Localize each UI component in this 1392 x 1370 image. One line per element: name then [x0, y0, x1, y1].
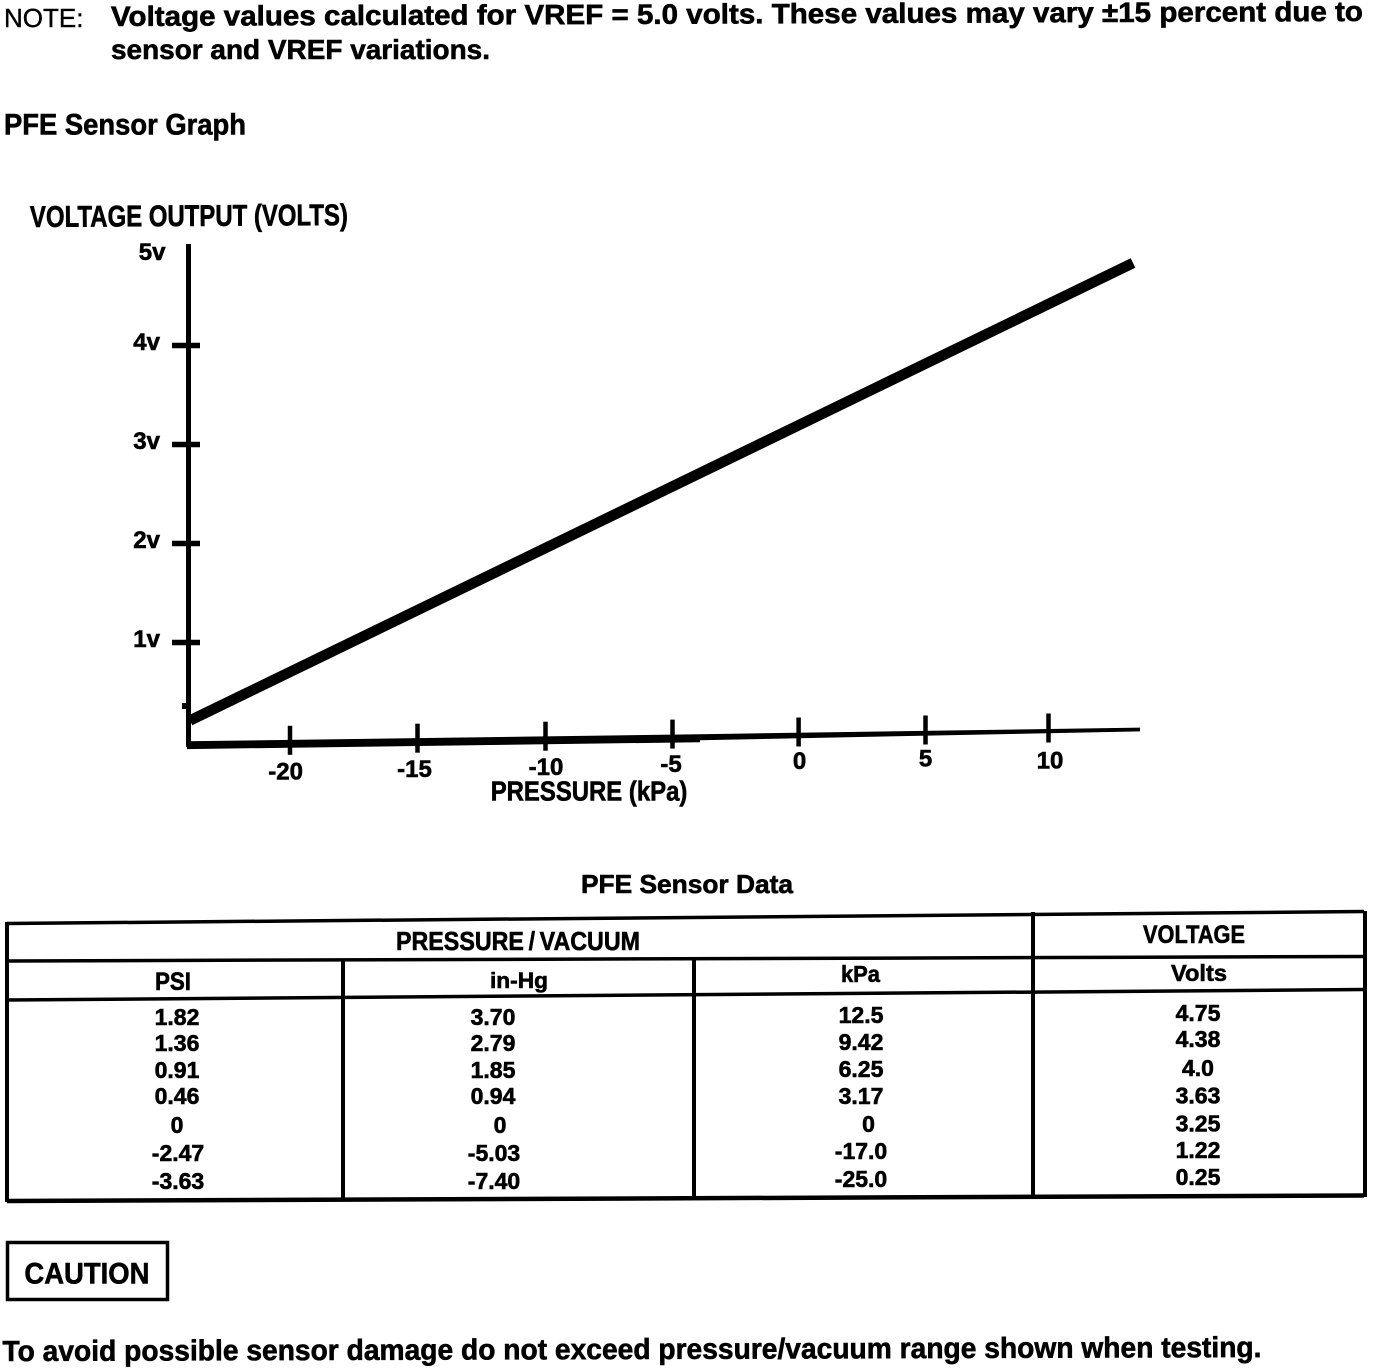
svg-text:-10: -10: [529, 754, 564, 781]
svg-text:Volts: Volts: [1171, 960, 1227, 986]
svg-text:-20: -20: [268, 759, 303, 786]
svg-text:0: 0: [862, 1111, 875, 1137]
svg-text:-3.63: -3.63: [152, 1168, 204, 1194]
svg-text:3.70: 3.70: [471, 1004, 516, 1030]
svg-text:4v: 4v: [133, 329, 160, 356]
svg-text:PRESSURE / VACUUM: PRESSURE / VACUUM: [396, 926, 640, 956]
svg-text:-15: -15: [397, 756, 432, 783]
svg-text:0.25: 0.25: [1176, 1164, 1221, 1190]
svg-text:CAUTION: CAUTION: [24, 1258, 149, 1291]
svg-text:-2.47: -2.47: [152, 1140, 204, 1166]
svg-text:PRESSURE (kPa): PRESSURE (kPa): [491, 776, 688, 807]
svg-text:-17.0: -17.0: [835, 1138, 887, 1164]
svg-text:3.63: 3.63: [1176, 1083, 1221, 1109]
svg-text:5: 5: [919, 746, 932, 773]
svg-text:0: 0: [494, 1112, 507, 1138]
svg-text:12.5: 12.5: [839, 1002, 884, 1028]
svg-text:3v: 3v: [133, 428, 160, 455]
svg-text:-7.40: -7.40: [468, 1168, 520, 1194]
svg-text:4.0: 4.0: [1182, 1055, 1214, 1081]
svg-text:Voltage values calculated for: Voltage values calculated for VREF = 5.0…: [111, 0, 1363, 32]
svg-text:PFE Sensor Graph: PFE Sensor Graph: [4, 109, 246, 142]
svg-text:0.46: 0.46: [155, 1083, 200, 1109]
svg-text:2.79: 2.79: [471, 1030, 516, 1056]
svg-text:0.91: 0.91: [155, 1057, 200, 1083]
svg-text:1.36: 1.36: [155, 1030, 200, 1056]
svg-text:PFE Sensor Data: PFE Sensor Data: [581, 869, 794, 899]
svg-text:5v: 5v: [139, 239, 166, 266]
svg-text:4.75: 4.75: [1176, 1000, 1221, 1026]
svg-text:6.25: 6.25: [839, 1056, 884, 1082]
svg-text:sensor and VREF variations.: sensor and VREF variations.: [111, 34, 490, 65]
svg-text:-25.0: -25.0: [835, 1166, 887, 1192]
svg-text:0: 0: [793, 748, 806, 775]
svg-text:4.38: 4.38: [1176, 1026, 1221, 1052]
svg-text:2v: 2v: [133, 527, 160, 554]
svg-text:0.94: 0.94: [471, 1083, 516, 1109]
svg-text:0: 0: [171, 1112, 184, 1138]
svg-text:To avoid possible sensor damag: To avoid possible sensor damage do not e…: [2, 1332, 1261, 1368]
svg-text:VOLTAGE OUTPUT (VOLTS): VOLTAGE OUTPUT (VOLTS): [30, 199, 348, 234]
svg-text:1.22: 1.22: [1176, 1137, 1221, 1163]
svg-text:1.82: 1.82: [155, 1004, 200, 1030]
svg-text:PSI: PSI: [155, 968, 191, 996]
svg-text:-5.03: -5.03: [468, 1140, 520, 1166]
svg-text:1.85: 1.85: [471, 1057, 516, 1083]
svg-text:in-Hg: in-Hg: [490, 968, 548, 993]
svg-text:3.17: 3.17: [839, 1083, 884, 1109]
svg-text:kPa: kPa: [841, 961, 880, 987]
svg-text:-5: -5: [660, 751, 681, 778]
svg-text:1v: 1v: [133, 626, 160, 653]
svg-text:VOLTAGE: VOLTAGE: [1143, 921, 1245, 949]
svg-text:3.25: 3.25: [1176, 1111, 1221, 1137]
svg-text:NOTE:: NOTE:: [4, 3, 83, 33]
svg-text:10: 10: [1037, 748, 1064, 775]
svg-text:9.42: 9.42: [839, 1029, 884, 1055]
